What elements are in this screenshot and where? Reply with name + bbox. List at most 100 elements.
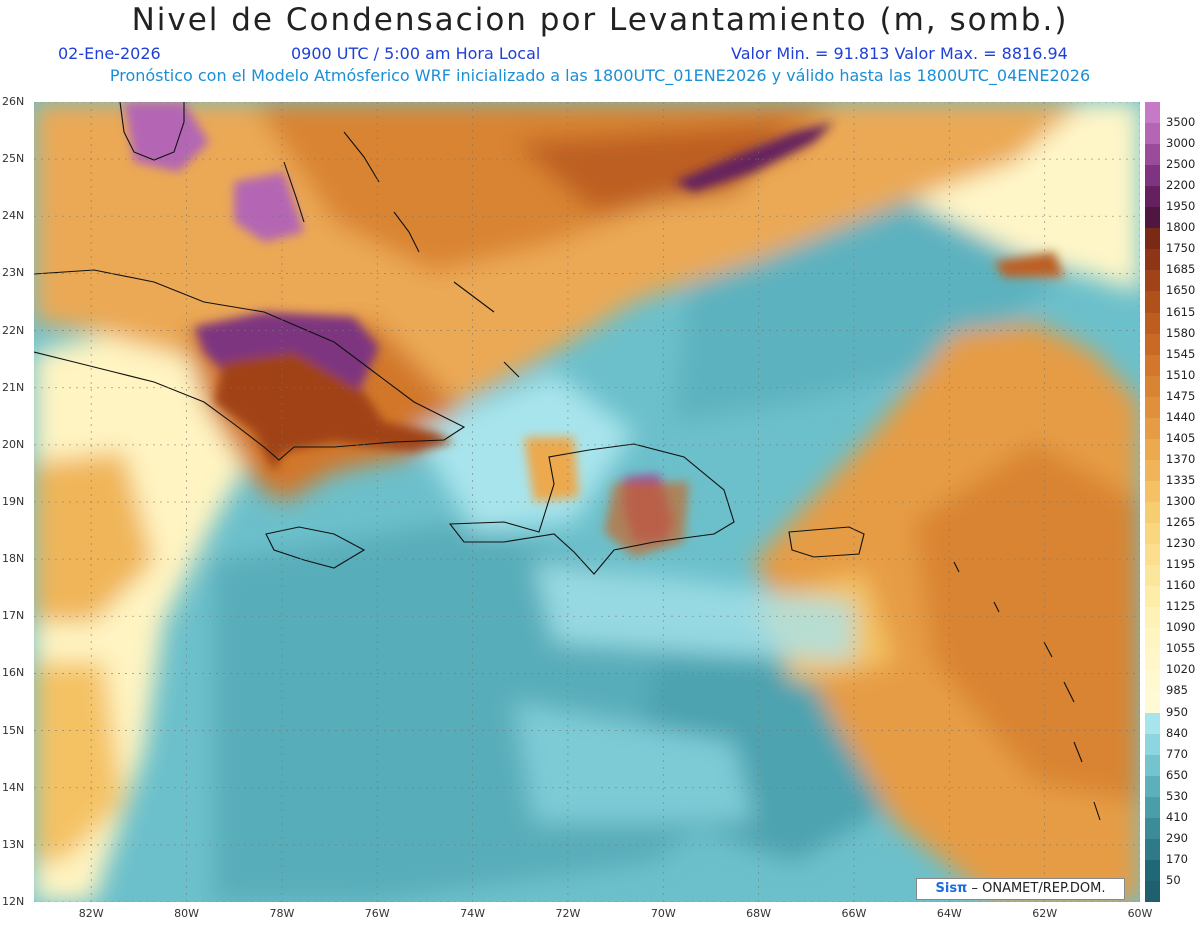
min-max-values: Valor Min. = 91.813 Valor Max. = 8816.94: [731, 44, 1068, 63]
colorbar-label: 1090: [1166, 620, 1195, 634]
colorbar-swatch: [1145, 586, 1160, 608]
colorbar-label: 1950: [1166, 199, 1195, 213]
colorbar-swatch: [1145, 544, 1160, 566]
colorbar-swatch: [1145, 502, 1160, 524]
colorbar-label: 1265: [1166, 515, 1195, 529]
lon-label: 72W: [555, 907, 580, 920]
sispi-logo: Sisπ: [936, 881, 968, 896]
colorbar-label: 1750: [1166, 241, 1195, 255]
colorbar-swatch: [1145, 186, 1160, 208]
colorbar-label: 530: [1166, 789, 1188, 803]
colorbar-swatch: [1145, 165, 1160, 187]
colorbar-swatch: [1145, 776, 1160, 798]
colorbar-swatch: [1145, 860, 1160, 882]
lat-label: 21N: [2, 381, 24, 394]
colorbar-swatch: [1145, 249, 1160, 271]
colorbar-label: 1510: [1166, 368, 1195, 382]
forecast-description: Pronóstico con el Modelo Atmósferico WRF…: [0, 66, 1200, 85]
colorbar-label: 1650: [1166, 283, 1195, 297]
lat-label: 20N: [2, 438, 24, 451]
colorbar-label: 1440: [1166, 410, 1195, 424]
colorbar-label: 1370: [1166, 452, 1195, 466]
forecast-date: 02-Ene-2026: [58, 44, 161, 63]
lcl-map: [34, 102, 1140, 902]
credit-text: – ONAMET/REP.DOM.: [967, 881, 1105, 896]
lon-label: 68W: [746, 907, 771, 920]
colorbar-label: 1685: [1166, 262, 1195, 276]
lon-label: 78W: [269, 907, 294, 920]
colorbar-swatch: [1145, 439, 1160, 461]
colorbar-label: 1580: [1166, 326, 1195, 340]
colorbar-swatch: [1145, 418, 1160, 440]
lat-label: 15N: [2, 724, 24, 737]
colorbar-swatch: [1145, 734, 1160, 756]
colorbar-swatch: [1145, 755, 1160, 777]
colorbar-swatch: [1145, 649, 1160, 671]
colorbar-label: 985: [1166, 683, 1188, 697]
colorbar-swatch: [1145, 607, 1160, 629]
lon-label: 80W: [174, 907, 199, 920]
colorbar-swatch: [1145, 334, 1160, 356]
colorbar-swatch: [1145, 818, 1160, 840]
colorbar-label: 2500: [1166, 157, 1195, 171]
colorbar-swatch: [1145, 670, 1160, 692]
lon-label: 66W: [842, 907, 867, 920]
colorbar-label: 2200: [1166, 178, 1195, 192]
lat-label: 24N: [2, 209, 24, 222]
lon-label: 82W: [79, 907, 104, 920]
colorbar-swatch: [1145, 628, 1160, 650]
colorbar-swatch: [1145, 376, 1160, 398]
lat-label: 14N: [2, 781, 24, 794]
colorbar-swatch: [1145, 881, 1160, 903]
colorbar-label: 50: [1166, 873, 1181, 887]
colorbar-swatch: [1145, 691, 1160, 713]
colorbar-label: 650: [1166, 768, 1188, 782]
lat-label: 19N: [2, 495, 24, 508]
map-title: Nivel de Condensacion por Levantamiento …: [0, 2, 1200, 38]
colorbar-swatch: [1145, 797, 1160, 819]
colorbar-swatch: [1145, 481, 1160, 503]
colorbar-label: 1300: [1166, 494, 1195, 508]
colorbar-label: 1020: [1166, 662, 1195, 676]
colorbar-label: 840: [1166, 726, 1188, 740]
lat-label: 22N: [2, 324, 24, 337]
lat-label: 17N: [2, 609, 24, 622]
colorbar-label: 1055: [1166, 641, 1195, 655]
colorbar-label: 950: [1166, 705, 1188, 719]
colorbar-swatch: [1145, 839, 1160, 861]
lon-label: 70W: [651, 907, 676, 920]
colorbar-label: 1160: [1166, 578, 1195, 592]
colorbar-label: 1405: [1166, 431, 1195, 445]
colorbar-swatch: [1145, 123, 1160, 145]
colorbar-label: 410: [1166, 810, 1188, 824]
colorbar-label: 1335: [1166, 473, 1195, 487]
colorbar-swatch: [1145, 397, 1160, 419]
colorbar-swatch: [1145, 144, 1160, 166]
colorbar-swatch: [1145, 207, 1160, 229]
lat-label: 18N: [2, 552, 24, 565]
colorbar-label: 770: [1166, 747, 1188, 761]
colorbar-label: 1800: [1166, 220, 1195, 234]
lon-label: 62W: [1032, 907, 1057, 920]
colorbar-swatch: [1145, 270, 1160, 292]
colorbar-label: 1545: [1166, 347, 1195, 361]
colorbar-label: 1195: [1166, 557, 1195, 571]
colorbar-label: 3000: [1166, 136, 1195, 150]
colorbar-label: 1615: [1166, 305, 1195, 319]
colorbar-swatch: [1145, 102, 1160, 124]
colorbar-label: 1230: [1166, 536, 1195, 550]
lat-label: 26N: [2, 95, 24, 108]
colorbar-swatch: [1145, 460, 1160, 482]
lat-label: 25N: [2, 152, 24, 165]
colorbar-label: 1475: [1166, 389, 1195, 403]
colorbar-label: 3500: [1166, 115, 1195, 129]
colorbar-swatch: [1145, 291, 1160, 313]
lat-label: 12N: [2, 895, 24, 908]
colorbar-swatch: [1145, 523, 1160, 545]
colorbar-swatch: [1145, 713, 1160, 735]
lon-label: 76W: [365, 907, 390, 920]
lon-label: 64W: [937, 907, 962, 920]
colorbar-swatch: [1145, 228, 1160, 250]
credit-box: Sisπ – ONAMET/REP.DOM.: [916, 878, 1125, 900]
lon-label: 60W: [1128, 907, 1153, 920]
